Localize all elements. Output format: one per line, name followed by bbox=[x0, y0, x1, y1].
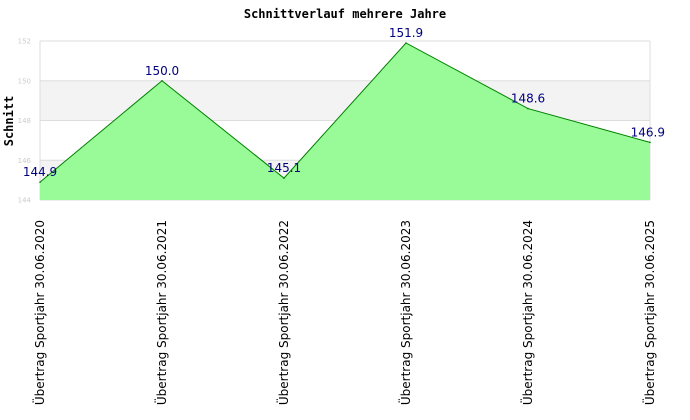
x-tick-label: Übertrag Sportjahr 30.06.2025 bbox=[641, 220, 657, 405]
data-label: 151.9 bbox=[389, 26, 423, 40]
y-axis-ticks: 144 146 148 150 152 bbox=[18, 38, 32, 205]
x-tick-label: Übertrag Sportjahr 30.06.2021 bbox=[153, 220, 169, 405]
data-point bbox=[283, 177, 285, 179]
y-tick-label: 150 bbox=[18, 77, 31, 85]
y-axis-label: Schnitt bbox=[2, 96, 16, 147]
series-line bbox=[39, 42, 651, 183]
data-label: 146.9 bbox=[631, 125, 665, 139]
series-area bbox=[39, 42, 651, 200]
x-tick-label: Übertrag Sportjahr 30.06.2023 bbox=[397, 220, 413, 405]
data-label: 144.9 bbox=[23, 165, 57, 179]
y-tick-label: 144 bbox=[18, 197, 32, 205]
data-labels: 144.9 150.0 145.1 151.9 148.6 146.9 bbox=[23, 26, 665, 179]
data-point bbox=[39, 181, 41, 183]
y-tick-label: 152 bbox=[18, 38, 31, 46]
data-point bbox=[405, 42, 407, 44]
chart-title: Schnittverlauf mehrere Jahre bbox=[244, 7, 446, 21]
y-tick-label: 148 bbox=[18, 117, 31, 125]
data-point bbox=[649, 141, 651, 144]
x-tick-label: Übertrag Sportjahr 30.06.2020 bbox=[31, 220, 47, 405]
data-point bbox=[161, 79, 163, 82]
data-point bbox=[527, 107, 529, 110]
x-axis-ticks: Übertrag Sportjahr 30.06.2020 Übertrag Sp… bbox=[31, 220, 657, 405]
area-fill bbox=[40, 42, 650, 200]
data-label: 148.6 bbox=[511, 92, 545, 106]
x-tick-label: Übertrag Sportjahr 30.06.2022 bbox=[275, 220, 291, 405]
plot-band bbox=[40, 41, 650, 81]
y-tick-label: 146 bbox=[18, 157, 32, 165]
data-label: 145.1 bbox=[267, 161, 301, 175]
data-label: 150.0 bbox=[145, 64, 179, 78]
x-tick-label: Übertrag Sportjahr 30.06.2024 bbox=[519, 220, 535, 405]
